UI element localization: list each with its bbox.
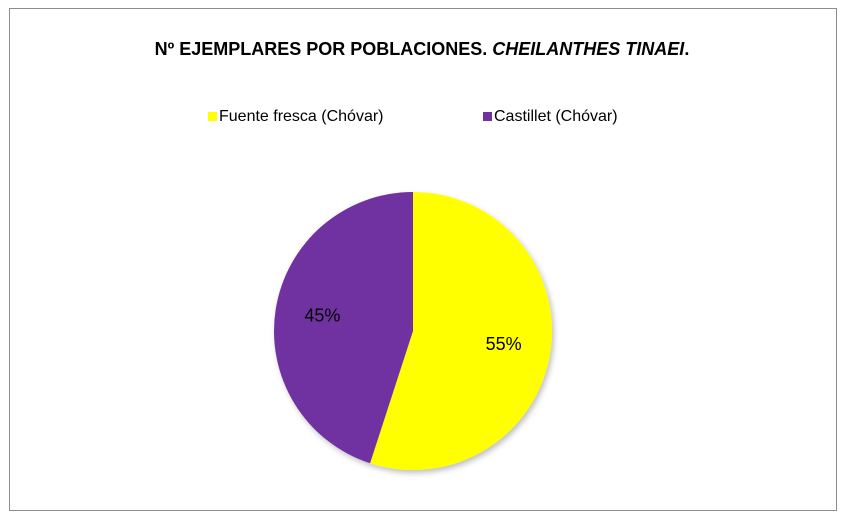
pie-slice [273, 192, 413, 464]
data-label: 55% [486, 334, 522, 354]
legend-swatch [483, 112, 492, 121]
chart-title: Nº EJEMPLARES POR POBLACIONES. CHEILANTH… [155, 39, 690, 59]
legend-label: Castillet (Chóvar) [494, 108, 618, 125]
legend-swatch [208, 112, 217, 121]
legend-label: Fuente fresca (Chóvar) [219, 108, 384, 125]
legend: Fuente fresca (Chóvar) Castillet (Chóvar) [208, 108, 618, 125]
title-part: Nº EJEMPLARES POR POBLACIONES. [155, 39, 493, 59]
pie-slice [370, 192, 552, 470]
data-label: 45% [304, 305, 340, 325]
title-part: . [684, 39, 689, 59]
title-part: CHEILANTHES TINAEI [492, 39, 685, 59]
data-labels: 55% 45% [304, 305, 521, 354]
pie [273, 192, 552, 470]
